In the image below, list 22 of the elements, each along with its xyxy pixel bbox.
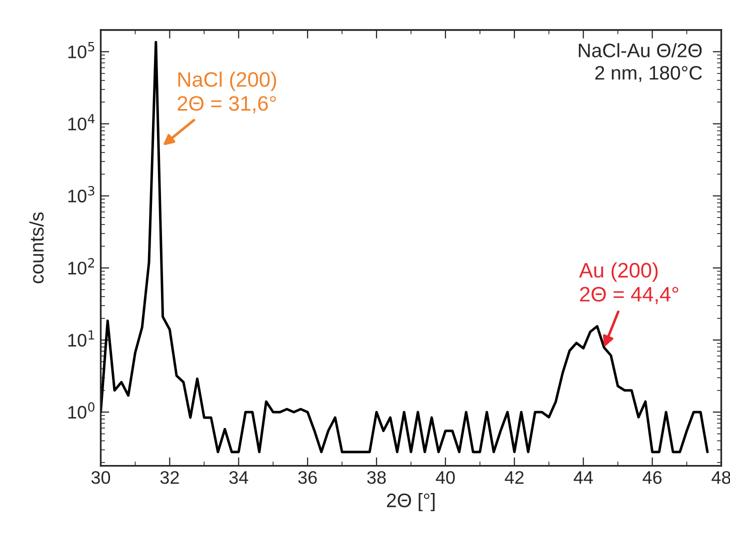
annotation: NaCl (200) 2Θ = 31,6° [178, 72, 276, 114]
x-tick-label: 44 [574, 471, 593, 484]
x-tick-label: 30 [91, 471, 110, 484]
x-tick-label: 36 [298, 471, 317, 484]
line-series [100, 40, 709, 454]
y-tick-label: 10$^{3}$ [68, 186, 94, 202]
x-tick-label: 32 [160, 471, 179, 484]
y-tick-label: 10$^{0}$ [68, 402, 94, 419]
y-tick-label: 10$^{1}$ [68, 330, 94, 347]
y-tick-label: 10$^{5}$ [68, 42, 94, 58]
x-tick-label: 42 [504, 471, 524, 484]
x-tick-label: 34 [229, 471, 248, 484]
x-tick-label: 40 [436, 471, 455, 484]
annotation: NaCl-Au Θ/2Θ 2 nm, 180°C [578, 43, 702, 82]
y-tick-label: 10$^{4}$ [68, 114, 95, 130]
x-axis-title: 2Θ [°] [387, 493, 435, 512]
annotation: Au (200) 2Θ = 44,4° [579, 262, 678, 304]
y-tick-label: 10$^{2}$ [68, 258, 94, 275]
x-tick-label: 48 [712, 471, 730, 484]
y-axis-title: counts/s [29, 212, 44, 284]
x-tick-label: 38 [367, 471, 386, 484]
x-tick-label: 46 [642, 471, 662, 484]
